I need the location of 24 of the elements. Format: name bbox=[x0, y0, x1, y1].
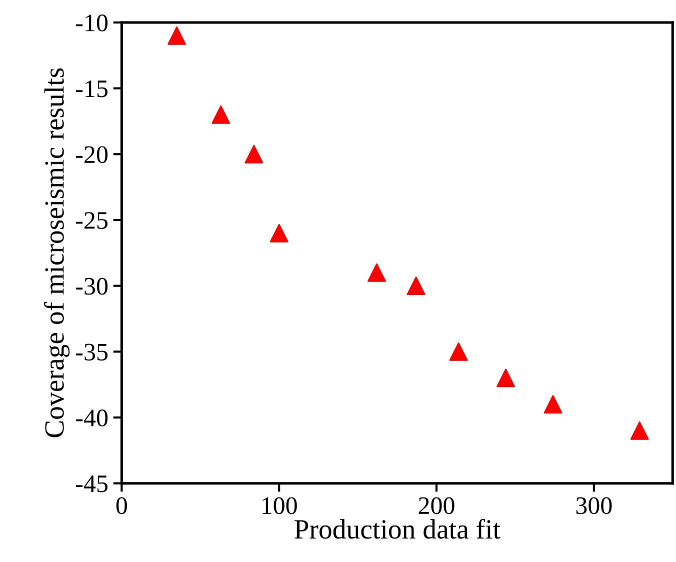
y-tick-label: -35 bbox=[76, 344, 108, 361]
y-tick-label: -30 bbox=[76, 278, 108, 295]
y-tick-label: -20 bbox=[76, 146, 108, 164]
x-tick-label: 100 bbox=[262, 497, 297, 514]
point bbox=[270, 224, 288, 242]
point bbox=[367, 263, 386, 282]
y-tick-label: -25 bbox=[76, 212, 108, 229]
point bbox=[544, 395, 562, 414]
y-axis-title: Coverage of microseismic results bbox=[44, 68, 70, 438]
y-tick-label: -40 bbox=[76, 410, 108, 426]
y-tick-label: -15 bbox=[76, 80, 108, 98]
x-axis-title: Production data fit bbox=[294, 518, 500, 539]
x-tick-label: 300 bbox=[576, 497, 612, 514]
x-tick-label: 0 bbox=[116, 497, 127, 514]
point bbox=[212, 105, 230, 124]
point bbox=[449, 342, 468, 361]
point bbox=[244, 144, 264, 164]
point bbox=[630, 421, 649, 440]
point bbox=[168, 26, 186, 45]
y-tick-label: -45 bbox=[76, 476, 108, 492]
x-tick-label: 200 bbox=[418, 497, 454, 514]
point bbox=[406, 276, 426, 296]
point bbox=[496, 368, 515, 388]
y-tick-label: -10 bbox=[76, 14, 108, 32]
